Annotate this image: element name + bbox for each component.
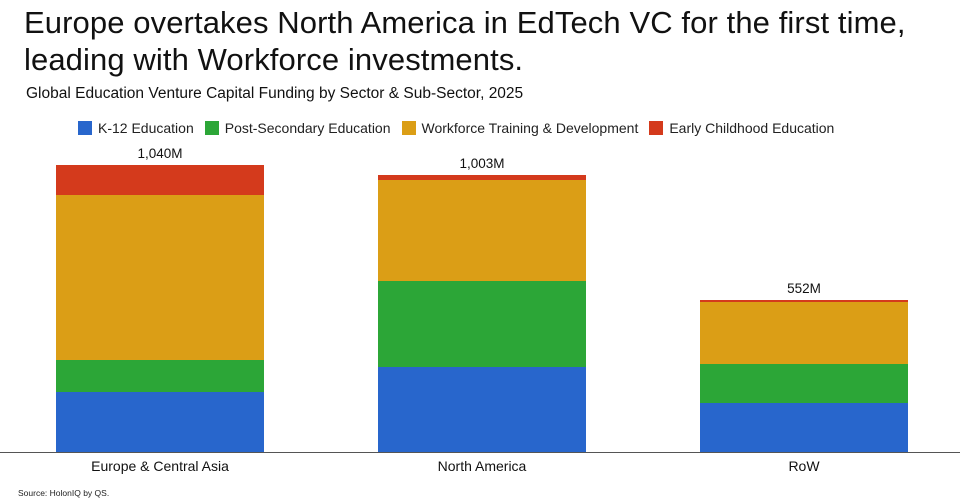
bar-segment-north-america-post-secondary bbox=[378, 280, 586, 367]
legend-item-early-childhood: Early Childhood Education bbox=[649, 120, 834, 136]
x-label-row: RoW bbox=[788, 458, 820, 474]
total-label-europe: 1,040M bbox=[137, 146, 183, 161]
legend: K-12 Education Post-Secondary Education … bbox=[78, 120, 845, 136]
bar-segment-europe-post-secondary bbox=[56, 360, 264, 393]
legend-item-post-secondary: Post-Secondary Education bbox=[204, 120, 391, 136]
legend-swatch-workforce bbox=[401, 121, 416, 135]
legend-swatch-k12 bbox=[78, 121, 92, 135]
x-axis-line bbox=[0, 452, 960, 453]
source-note: Source: HolonIQ by QS. bbox=[18, 488, 110, 498]
legend-swatch-post-secondary bbox=[204, 121, 219, 135]
chart-title: Europe overtakes North America in EdTech… bbox=[24, 5, 906, 77]
bar-segment-north-america-workforce bbox=[378, 180, 586, 281]
bar-segment-north-america-k12 bbox=[378, 367, 586, 452]
legend-label-early-childhood: Early Childhood Education bbox=[669, 120, 835, 136]
bar-segment-row-early-childhood bbox=[700, 299, 908, 302]
legend-label-post-secondary: Post-Secondary Education bbox=[224, 120, 391, 136]
bar-segment-row-post-secondary bbox=[700, 363, 908, 403]
chart-subtitle: Global Education Venture Capital Funding… bbox=[26, 85, 524, 102]
total-label-north-america: 1,003M bbox=[459, 156, 505, 172]
legend-item-k12: K-12 Education bbox=[78, 120, 194, 136]
total-label-row: 552M bbox=[787, 280, 821, 296]
legend-swatch-early-childhood bbox=[649, 121, 664, 135]
x-label-europe: Europe & Central Asia bbox=[91, 458, 229, 474]
bar-segment-europe-workforce bbox=[56, 195, 264, 361]
bar-segment-europe-early-childhood bbox=[56, 165, 264, 196]
bar-segment-row-k12 bbox=[700, 402, 908, 452]
bar-segment-europe-k12 bbox=[56, 392, 264, 452]
bar-segment-north-america-early-childhood bbox=[378, 175, 586, 181]
bar-segment-row-workforce bbox=[700, 301, 908, 364]
x-label-north-america: North America bbox=[437, 458, 527, 474]
legend-item-workforce: Workforce Training & Development bbox=[401, 120, 639, 136]
legend-label-k12: K-12 Education bbox=[98, 120, 194, 136]
legend-label-workforce: Workforce Training & Development bbox=[421, 120, 639, 136]
